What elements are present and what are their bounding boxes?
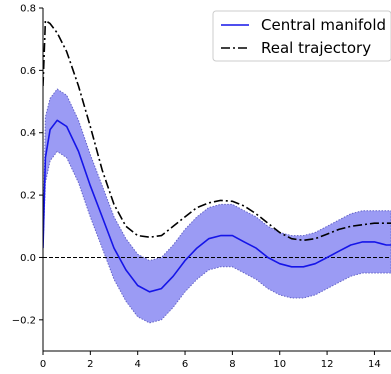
legend: Central manifold Real trajectory — [212, 10, 391, 62]
legend-label-1: Real trajectory — [261, 39, 371, 57]
x-tick-label: 14 — [368, 359, 381, 370]
series-line-0 — [43, 119, 391, 293]
x-tick-label: 2 — [87, 359, 93, 370]
x-tick-label: 0 — [40, 359, 46, 370]
x-tick-label: 10 — [273, 359, 286, 370]
legend-box — [212, 10, 391, 62]
y-tick-label: 0.0 — [20, 253, 36, 264]
y-tick-label: −0.2 — [12, 315, 36, 326]
x-tick-label: 8 — [229, 359, 235, 370]
x-tick-label: 4 — [135, 359, 141, 370]
x-tick-label: 12 — [321, 359, 334, 370]
plot-area — [43, 19, 391, 324]
y-tick-label: 0.2 — [20, 191, 36, 202]
y-tick-label: 0.4 — [20, 128, 36, 139]
y-tick-label: 0.8 — [20, 4, 36, 15]
series-line-1 — [43, 19, 391, 242]
legend-label-0: Central manifold — [261, 16, 386, 34]
axes: 0 2 4 6 8 10 12 14 −0.2 0.0 0.2 0.4 0.6 0.8 — [12, 4, 391, 370]
uncertainty-band — [43, 88, 391, 324]
y-tick-label: 0.6 — [20, 66, 36, 77]
x-tick-label: 6 — [182, 359, 188, 370]
